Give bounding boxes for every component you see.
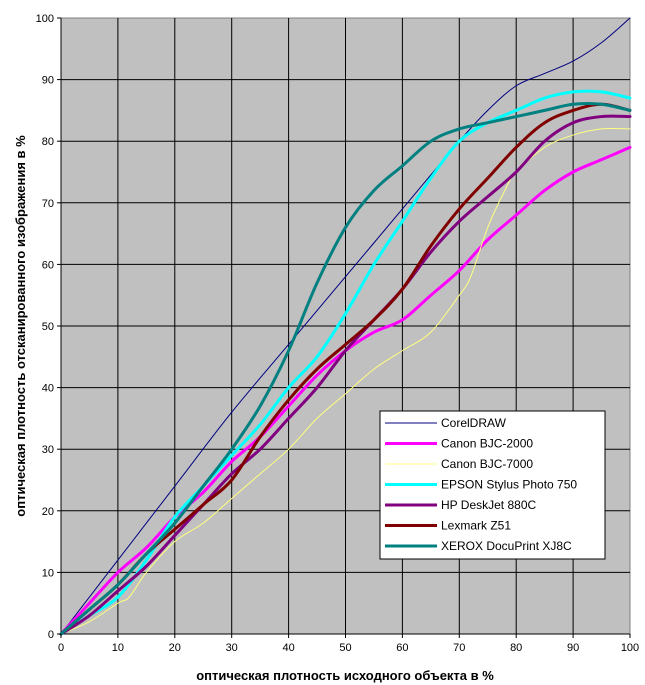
y-tick-label: 50 [42, 321, 54, 333]
y-tick-label: 20 [42, 506, 54, 518]
y-tick-label: 0 [48, 629, 54, 641]
x-tick-label: 100 [621, 642, 639, 654]
y-tick-label: 70 [42, 198, 54, 210]
x-tick-label: 90 [567, 642, 579, 654]
x-tick-label: 60 [396, 642, 408, 654]
x-axis-ticks: 0 10 20 30 40 50 60 70 80 90 100 [58, 634, 639, 654]
legend-label-0: CorelDRAW [441, 416, 507, 430]
series-layer [59, 17, 632, 636]
x-tick-label: 80 [510, 642, 522, 654]
series-line-4 [59, 114, 632, 636]
legend-label-5: Lexmark Z51 [441, 519, 511, 533]
legend-label-6: XEROX DocuPrint XJ8C [441, 539, 572, 553]
x-tick-label: 40 [282, 642, 294, 654]
y-tick-label: 40 [42, 383, 54, 395]
x-tick-label: 30 [226, 642, 238, 654]
y-tick-label: 90 [42, 75, 54, 87]
x-tick-label: 50 [339, 642, 351, 654]
y-axis-title: оптическая плотность отсканированного из… [13, 135, 28, 517]
y-tick-label: 30 [42, 444, 54, 456]
series-line-6 [59, 101, 632, 636]
x-axis-title: оптическая плотность исходного объекта в… [196, 668, 494, 683]
legend-label-3: EPSON Stylus Photo 750 [441, 478, 577, 492]
y-tick-label: 10 [42, 567, 54, 579]
y-tick-label: 60 [42, 259, 54, 271]
y-axis-ticks: 0 10 20 30 40 50 60 70 80 90 100 [36, 13, 61, 641]
x-tick-label: 0 [58, 642, 64, 654]
y-tick-label: 80 [42, 136, 54, 148]
series-line-0 [60, 17, 631, 635]
x-tick-label: 10 [112, 642, 124, 654]
y-tick-label: 100 [36, 13, 54, 25]
legend-label-4: HP DeskJet 880C [441, 498, 536, 512]
x-tick-label: 20 [169, 642, 181, 654]
legend: CorelDRAW Canon BJC-2000 Canon BJC-7000 EPS… [379, 410, 606, 560]
x-tick-label: 70 [453, 642, 465, 654]
legend-label-2: Canon BJC-7000 [441, 457, 533, 471]
legend-label-1: Canon BJC-2000 [441, 437, 533, 451]
